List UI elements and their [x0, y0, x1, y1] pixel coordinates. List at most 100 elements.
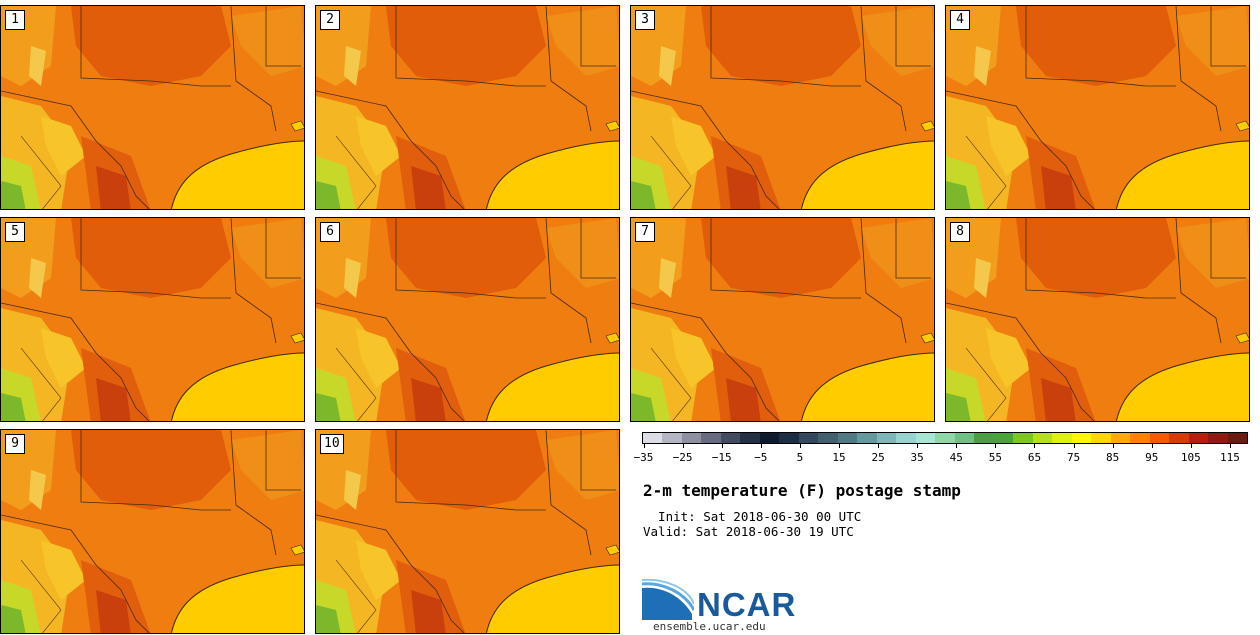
- colorbar-tick-label: 95: [1145, 451, 1159, 464]
- member-number: 6: [320, 222, 340, 242]
- colorbar-tick: [878, 444, 880, 448]
- colorbar-tick-label: −15: [711, 451, 732, 464]
- member-panel: 4: [945, 5, 1250, 210]
- member-panel: 5: [0, 217, 305, 422]
- colorbar-swatch: [857, 433, 877, 443]
- member-panel: 2: [315, 5, 620, 210]
- colorbar-swatch: [1091, 433, 1111, 443]
- colorbar-tick-label: 105: [1180, 451, 1201, 464]
- colorbar-tick: [1190, 444, 1192, 448]
- colorbar-swatch: [759, 433, 780, 443]
- colorbar-swatch: [1130, 433, 1150, 443]
- member-panel: 9: [0, 429, 305, 634]
- colorbar-tick: [1151, 444, 1153, 448]
- chart-title: 2-m temperature (F) postage stamp: [643, 481, 961, 500]
- colorbar-swatch: [876, 433, 897, 443]
- colorbar-swatch: [643, 433, 663, 443]
- colorbar-swatch: [1032, 433, 1053, 443]
- colorbar-tick-label: −5: [754, 451, 768, 464]
- member-number: 10: [320, 434, 344, 454]
- colorbar-tick: [995, 444, 997, 448]
- member-number: 4: [950, 10, 970, 30]
- temperature-map: [316, 6, 619, 209]
- colorbar-swatch: [818, 433, 838, 443]
- colorbar-swatch: [954, 433, 975, 443]
- colorbar-tick-label: 5: [796, 451, 804, 464]
- member-number: 7: [635, 222, 655, 242]
- colorbar-tick-label: 15: [832, 451, 846, 464]
- temperature-map: [1, 430, 304, 633]
- colorbar-swatch: [993, 433, 1014, 443]
- colorbar-tick: [1229, 444, 1231, 448]
- member-number: 5: [5, 222, 25, 242]
- member-number: 9: [5, 434, 25, 454]
- temperature-map: [631, 6, 934, 209]
- member-panel: 7: [630, 217, 935, 422]
- colorbar-tick-label: −35: [633, 451, 654, 464]
- init-time: Init: Sat 2018-06-30 00 UTC: [643, 509, 862, 524]
- colorbar: −35 −25 −15 −5 5 15 25 35 45 55 65 75 85 95 105 115: [634, 432, 1248, 464]
- colorbar-tick-label: 115: [1220, 451, 1240, 464]
- colorbar-tick-label: 35: [910, 451, 924, 464]
- member-panel: 6: [315, 217, 620, 422]
- logo-text: NCAR: [697, 586, 797, 623]
- colorbar-swatch: [896, 433, 916, 443]
- colorbar-swatch: [837, 433, 858, 443]
- colorbar-swatch: [935, 433, 955, 443]
- colorbar-swatch: [1110, 433, 1131, 443]
- colorbar-swatch: [701, 433, 721, 443]
- colorbar-tick: [721, 444, 723, 448]
- colorbar-tick: [1073, 444, 1075, 448]
- member-panel: 8: [945, 217, 1250, 422]
- colorbar-swatch: [681, 433, 702, 443]
- temperature-map: [946, 218, 1249, 421]
- temperature-map: [316, 430, 619, 633]
- colorbar-swatch: [1149, 433, 1170, 443]
- colorbar-tick-label: −25: [672, 451, 693, 464]
- colorbar-swatch: [1013, 433, 1033, 443]
- temperature-map: [631, 218, 934, 421]
- member-panel: 3: [630, 5, 935, 210]
- colorbar-tick-label: 25: [871, 451, 885, 464]
- colorbar-tick-label: 55: [988, 451, 1002, 464]
- colorbar-tick: [760, 444, 762, 448]
- colorbar-swatch: [798, 433, 819, 443]
- colorbar-tick: [1112, 444, 1114, 448]
- colorbar-swatches: [642, 432, 1248, 444]
- colorbar-swatch: [1208, 433, 1228, 443]
- member-number: 3: [635, 10, 655, 30]
- colorbar-tick: [917, 444, 919, 448]
- colorbar-tick: [643, 444, 645, 448]
- colorbar-swatch: [720, 433, 741, 443]
- colorbar-tick-label: 65: [1027, 451, 1042, 464]
- colorbar-tick: [799, 444, 801, 448]
- colorbar-tick: [956, 444, 958, 448]
- member-number: 1: [5, 10, 25, 30]
- valid-time: Valid: Sat 2018-06-30 19 UTC: [643, 524, 854, 539]
- colorbar-swatch: [1227, 433, 1248, 443]
- member-number: 8: [950, 222, 970, 242]
- colorbar-swatch: [1169, 433, 1189, 443]
- member-panel: 10: [315, 429, 620, 634]
- colorbar-swatch: [662, 433, 682, 443]
- colorbar-tick-label: 75: [1066, 451, 1081, 464]
- colorbar-swatch: [1052, 433, 1072, 443]
- site-url[interactable]: ensemble.ucar.edu: [653, 620, 766, 633]
- ncar-logo-icon: [642, 578, 694, 620]
- colorbar-swatch: [1188, 433, 1209, 443]
- colorbar-tick-label: 85: [1106, 451, 1120, 464]
- colorbar-swatch: [1071, 433, 1092, 443]
- temperature-map: [1, 218, 304, 421]
- colorbar-tick-label: 45: [949, 451, 963, 464]
- colorbar-tick: [682, 444, 684, 448]
- temperature-map: [316, 218, 619, 421]
- colorbar-swatch: [779, 433, 799, 443]
- colorbar-swatch: [915, 433, 936, 443]
- colorbar-tick: [1034, 444, 1036, 448]
- colorbar-swatch: [740, 433, 760, 443]
- member-panel: 1: [0, 5, 305, 210]
- temperature-map: [946, 6, 1249, 209]
- temperature-map: [1, 6, 304, 209]
- member-number: 2: [320, 10, 340, 30]
- colorbar-swatch: [974, 433, 994, 443]
